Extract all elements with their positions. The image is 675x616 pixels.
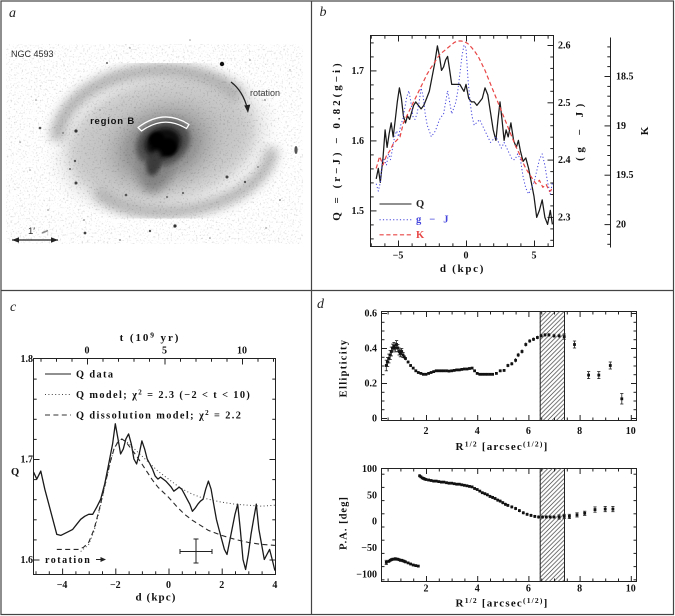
svg-text:4: 4 bbox=[272, 580, 277, 591]
svg-text:6: 6 bbox=[526, 426, 531, 437]
svg-text:4: 4 bbox=[475, 584, 480, 595]
svg-text:Q: Q bbox=[416, 199, 424, 210]
svg-text:−4: −4 bbox=[57, 580, 68, 591]
svg-text:d (kpc): d (kpc) bbox=[135, 592, 176, 604]
svg-text:6: 6 bbox=[526, 584, 531, 595]
svg-text:1′: 1′ bbox=[28, 226, 35, 237]
svg-text:1.6: 1.6 bbox=[21, 555, 34, 566]
svg-text:1.7: 1.7 bbox=[352, 66, 365, 77]
svg-text:(g − J): (g − J) bbox=[574, 99, 586, 161]
svg-text:1.5: 1.5 bbox=[352, 206, 365, 217]
svg-text:8: 8 bbox=[577, 426, 582, 437]
svg-text:5: 5 bbox=[532, 251, 537, 262]
svg-text:1.6: 1.6 bbox=[352, 136, 365, 147]
svg-text:rotation: rotation bbox=[250, 88, 280, 98]
svg-text:2: 2 bbox=[219, 580, 224, 591]
svg-text:10: 10 bbox=[626, 426, 636, 437]
svg-text:2: 2 bbox=[424, 584, 429, 595]
svg-text:2.3: 2.3 bbox=[558, 212, 571, 223]
svg-text:−100: −100 bbox=[356, 570, 377, 581]
svg-text:Ellipticity: Ellipticity bbox=[339, 339, 350, 398]
svg-text:0: 0 bbox=[372, 414, 377, 425]
svg-text:−2: −2 bbox=[110, 580, 121, 591]
svg-text:2.5: 2.5 bbox=[558, 98, 571, 109]
svg-text:Q = (r−J) − 0.82(g−i): Q = (r−J) − 0.82(g−i) bbox=[331, 60, 343, 220]
svg-text:0.2: 0.2 bbox=[365, 379, 378, 390]
svg-text:t (109 yr): t (109 yr) bbox=[120, 331, 181, 345]
svg-text:Q data: Q data bbox=[76, 370, 114, 381]
svg-text:c: c bbox=[10, 300, 17, 315]
svg-text:0: 0 bbox=[372, 517, 377, 528]
svg-text:20: 20 bbox=[616, 220, 626, 231]
svg-text:8: 8 bbox=[577, 584, 582, 595]
svg-text:R1/2 [arcsec(1/2)]: R1/2 [arcsec(1/2)] bbox=[456, 440, 549, 454]
svg-text:1.7: 1.7 bbox=[21, 455, 34, 466]
svg-text:g − J: g − J bbox=[416, 215, 451, 226]
svg-text:2.4: 2.4 bbox=[558, 155, 571, 166]
svg-text:a: a bbox=[9, 6, 16, 21]
svg-text:100: 100 bbox=[362, 464, 377, 475]
svg-text:−5: −5 bbox=[393, 251, 404, 262]
svg-text:5: 5 bbox=[162, 346, 167, 357]
svg-text:1.8: 1.8 bbox=[21, 354, 34, 365]
svg-text:region B: region B bbox=[90, 116, 135, 127]
svg-text:K: K bbox=[416, 230, 425, 241]
svg-text:0: 0 bbox=[166, 580, 171, 591]
svg-text:19: 19 bbox=[616, 121, 626, 132]
svg-text:10: 10 bbox=[626, 584, 636, 595]
svg-text:Q dissolution model; χ2 = 2.2: Q dissolution model; χ2 = 2.2 bbox=[76, 409, 242, 422]
svg-text:0: 0 bbox=[464, 251, 469, 262]
svg-text:−50: −50 bbox=[361, 543, 377, 554]
svg-text:d: d bbox=[317, 297, 325, 312]
svg-text:rotation: rotation bbox=[45, 555, 91, 566]
svg-text:4: 4 bbox=[475, 426, 480, 437]
svg-text:0: 0 bbox=[85, 346, 90, 357]
svg-text:2.6: 2.6 bbox=[558, 41, 571, 52]
svg-text:K: K bbox=[639, 126, 651, 135]
svg-text:10: 10 bbox=[237, 346, 247, 357]
svg-text:0.6: 0.6 bbox=[365, 309, 378, 320]
svg-text:18.5: 18.5 bbox=[616, 72, 634, 83]
svg-text:NGC 4593: NGC 4593 bbox=[11, 49, 54, 59]
svg-text:b: b bbox=[320, 5, 327, 20]
svg-text:0.4: 0.4 bbox=[365, 344, 378, 355]
svg-text:Q: Q bbox=[11, 467, 19, 478]
svg-text:P.A. [deg]: P.A. [deg] bbox=[339, 496, 350, 550]
svg-text:d (kpc): d (kpc) bbox=[440, 263, 485, 275]
svg-text:19.5: 19.5 bbox=[616, 170, 634, 181]
svg-text:50: 50 bbox=[367, 490, 377, 501]
svg-text:2: 2 bbox=[424, 426, 429, 437]
svg-text:Q model; χ2 = 2.3 (−2 < t < 10: Q model; χ2 = 2.3 (−2 < t < 10) bbox=[76, 389, 251, 402]
